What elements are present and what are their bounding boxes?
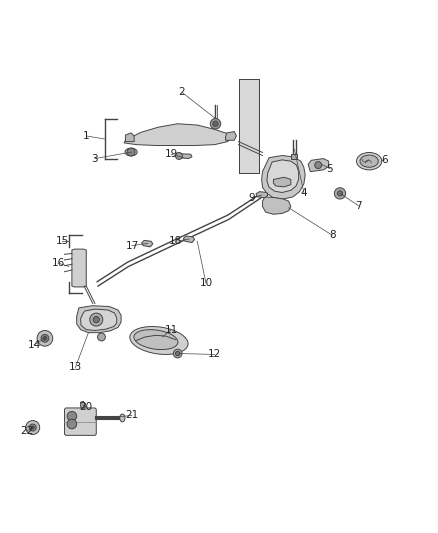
Circle shape	[176, 152, 183, 159]
Text: 17: 17	[125, 240, 138, 251]
Text: 4: 4	[300, 188, 307, 198]
Ellipse shape	[125, 148, 137, 156]
Text: 21: 21	[125, 410, 138, 421]
Polygon shape	[124, 124, 231, 146]
Circle shape	[173, 349, 182, 358]
Polygon shape	[81, 401, 85, 408]
Circle shape	[93, 317, 99, 322]
Circle shape	[315, 161, 322, 168]
Text: 19: 19	[165, 149, 178, 159]
Polygon shape	[273, 177, 291, 187]
Text: 9: 9	[248, 193, 255, 203]
Polygon shape	[267, 160, 299, 192]
Polygon shape	[262, 197, 291, 214]
Ellipse shape	[360, 155, 378, 167]
Ellipse shape	[134, 329, 178, 350]
Text: 20: 20	[80, 402, 93, 411]
Text: 13: 13	[69, 362, 82, 373]
Circle shape	[26, 421, 40, 434]
Polygon shape	[125, 133, 134, 142]
Circle shape	[41, 334, 49, 342]
Circle shape	[37, 330, 53, 346]
Circle shape	[43, 336, 47, 340]
Polygon shape	[184, 236, 194, 243]
Text: 1: 1	[83, 131, 89, 141]
Bar	[239, 79, 259, 173]
Text: 10: 10	[199, 278, 212, 288]
Text: 8: 8	[329, 230, 336, 240]
Circle shape	[176, 351, 180, 356]
Circle shape	[334, 188, 346, 199]
Bar	[291, 154, 297, 158]
Ellipse shape	[357, 152, 382, 170]
Polygon shape	[141, 240, 153, 247]
Circle shape	[210, 118, 221, 129]
Polygon shape	[81, 309, 117, 330]
Circle shape	[90, 313, 103, 326]
Circle shape	[67, 411, 77, 421]
Text: 18: 18	[169, 236, 182, 246]
Text: 5: 5	[327, 164, 333, 174]
Polygon shape	[226, 132, 237, 140]
Circle shape	[337, 191, 343, 196]
Circle shape	[213, 121, 218, 126]
Polygon shape	[261, 156, 305, 199]
Ellipse shape	[130, 327, 188, 354]
Text: 7: 7	[355, 200, 362, 211]
Ellipse shape	[120, 414, 125, 422]
Circle shape	[127, 148, 135, 156]
Text: 11: 11	[165, 325, 178, 335]
Text: 16: 16	[51, 258, 64, 268]
Circle shape	[29, 424, 36, 431]
Circle shape	[67, 419, 77, 429]
Circle shape	[32, 426, 34, 429]
Polygon shape	[308, 158, 328, 172]
Text: 12: 12	[208, 350, 221, 359]
Circle shape	[98, 333, 106, 341]
Polygon shape	[77, 305, 121, 333]
Text: 3: 3	[92, 154, 98, 164]
Polygon shape	[256, 192, 268, 198]
Text: 15: 15	[56, 236, 69, 246]
Text: 6: 6	[381, 155, 388, 165]
Text: 2: 2	[179, 87, 185, 98]
Polygon shape	[72, 249, 86, 287]
Polygon shape	[64, 408, 96, 435]
Polygon shape	[179, 154, 192, 158]
Text: 14: 14	[28, 340, 41, 350]
Text: 22: 22	[20, 426, 33, 436]
